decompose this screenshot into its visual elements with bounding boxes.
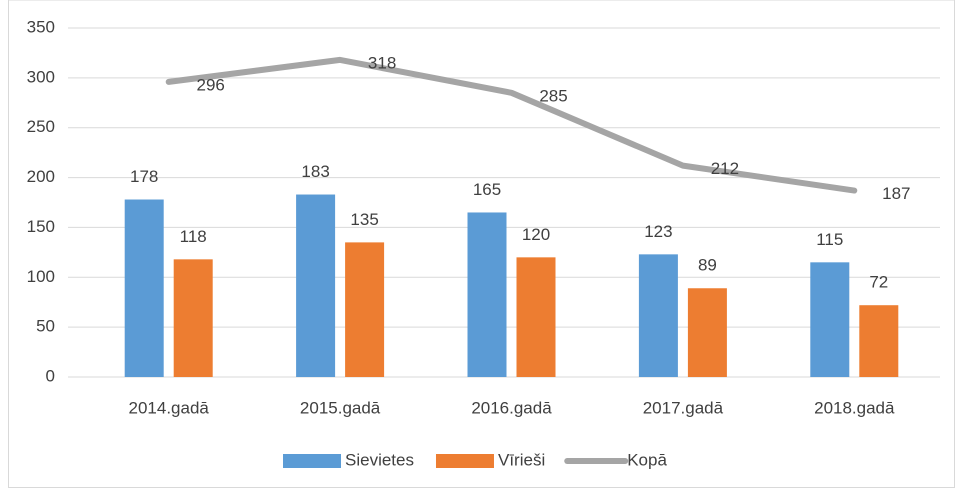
bar <box>173 259 213 377</box>
data-label: 72 <box>869 273 888 292</box>
legend-label: Kopā <box>627 450 667 469</box>
data-label: 165 <box>473 180 501 199</box>
bar <box>687 288 727 377</box>
data-label: 187 <box>882 184 910 203</box>
data-label: 212 <box>711 159 739 178</box>
data-label: 183 <box>301 162 329 181</box>
legend-swatch <box>435 454 494 468</box>
bar <box>859 305 899 377</box>
data-label: 118 <box>180 227 207 246</box>
y-tick-label: 200 <box>27 167 55 186</box>
y-tick-label: 250 <box>27 117 55 136</box>
x-tick-label: 2016.gadā <box>471 398 552 417</box>
y-tick-label: 0 <box>46 366 55 385</box>
data-label: 120 <box>522 225 550 244</box>
data-label: 115 <box>816 230 843 249</box>
bar <box>296 194 336 377</box>
legend-label: Sievietes <box>345 450 414 469</box>
data-label: 89 <box>698 256 717 275</box>
y-tick-label: 300 <box>27 67 55 86</box>
bar <box>124 199 164 377</box>
y-tick-label: 350 <box>27 17 55 36</box>
data-label: 135 <box>350 210 378 229</box>
data-label: 318 <box>368 53 396 72</box>
legend-label: Vīrieši <box>498 450 545 469</box>
x-tick-label: 2018.gadā <box>814 398 895 417</box>
y-tick-label: 100 <box>27 267 55 286</box>
data-label: 123 <box>644 222 672 241</box>
line-series <box>165 56 858 194</box>
bar <box>467 212 507 377</box>
data-label: 296 <box>197 75 225 94</box>
bar <box>810 262 850 377</box>
legend-swatch <box>283 454 341 468</box>
y-tick-label: 150 <box>27 217 55 236</box>
data-label: 178 <box>130 167 158 186</box>
bar <box>516 257 556 377</box>
x-tick-label: 2014.gadā <box>129 398 210 417</box>
bar <box>638 254 678 377</box>
y-tick-label: 50 <box>36 317 55 336</box>
bar <box>345 242 385 377</box>
x-tick-label: 2015.gadā <box>300 398 381 417</box>
x-tick-label: 2017.gadā <box>643 398 724 417</box>
data-label: 285 <box>539 86 567 105</box>
